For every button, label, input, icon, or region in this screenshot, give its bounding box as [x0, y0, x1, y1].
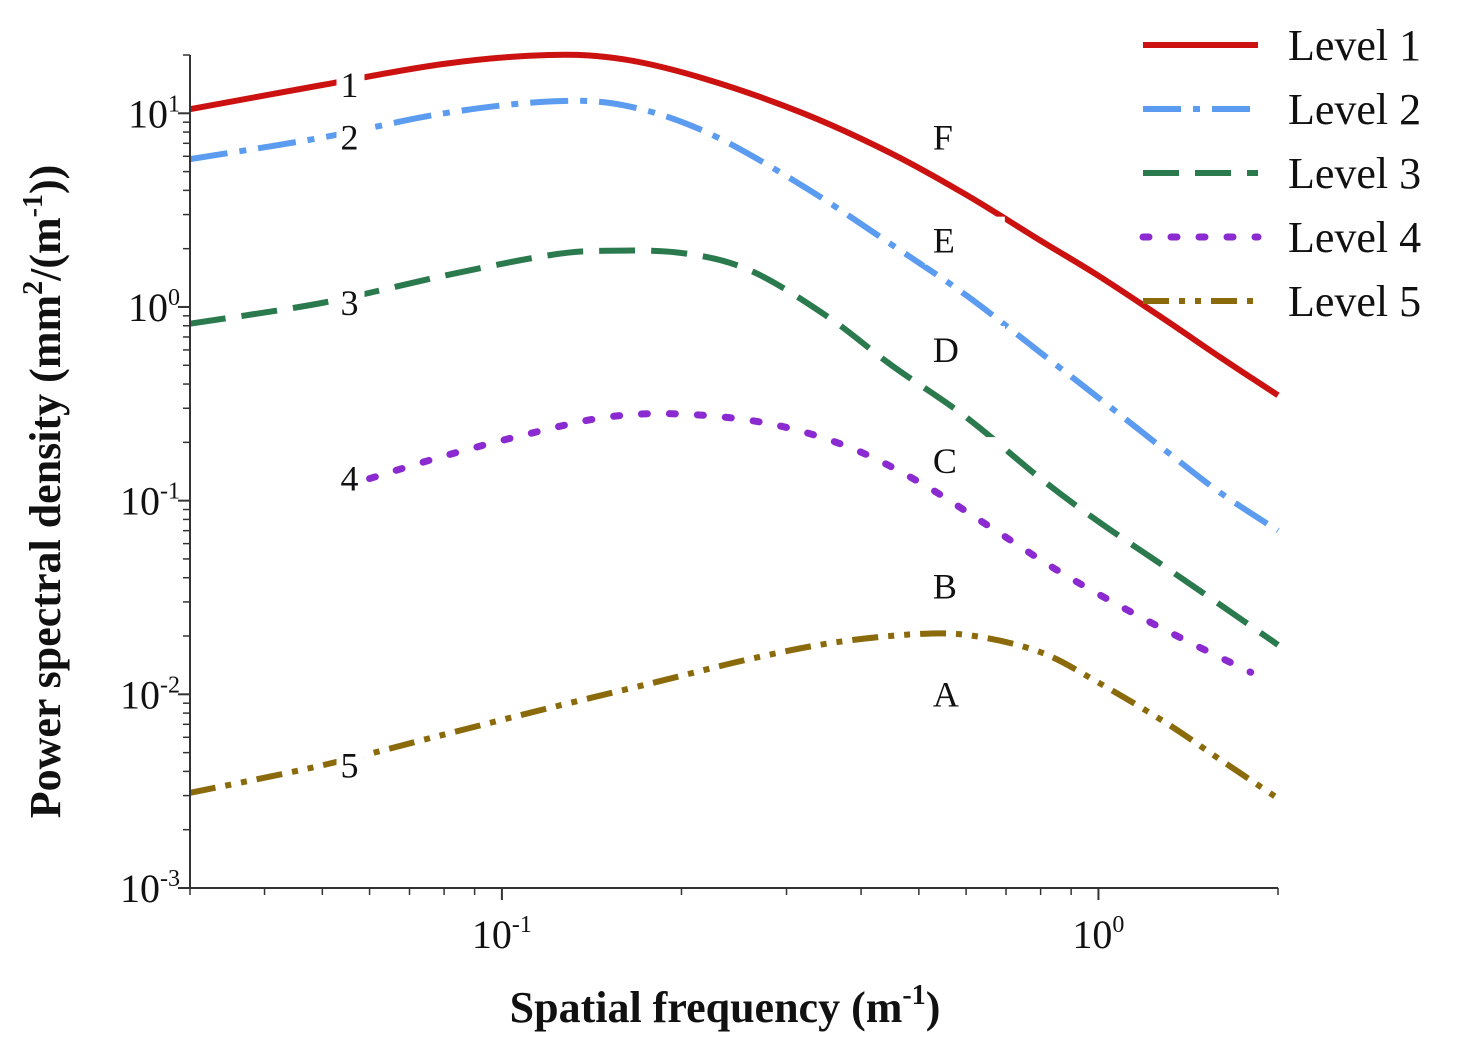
series-line-level-3 — [189, 247, 1280, 648]
axes: 10-3 10-2 10-1 100 101 10-1 100 — [120, 54, 1279, 957]
annotation-bg — [924, 562, 1005, 611]
annotations: F E D C B A — [924, 113, 1005, 719]
series-line-level-4 — [366, 410, 1255, 676]
y-tick-label: 100 — [128, 285, 180, 330]
legend-label-level-1: Level 1 — [1288, 21, 1421, 70]
legend-label-level-2: Level 2 — [1288, 85, 1421, 134]
series-line-level-2 — [189, 97, 1280, 534]
annotation-d: D — [933, 330, 959, 370]
annotation-a: A — [933, 674, 959, 714]
curve-label-level-4: 4 — [340, 459, 358, 499]
legend: Level 1 Level 2 Level 3 Level 4 Level 5 — [1139, 21, 1421, 326]
annotation-bg — [924, 325, 1005, 374]
curve-label-bg — [336, 284, 365, 321]
legend-label-level-5: Level 5 — [1288, 277, 1421, 326]
curve-labels: 1 2 3 4 5 — [336, 65, 365, 785]
curve-label-level-5: 5 — [340, 745, 358, 785]
annotation-bg — [924, 113, 1005, 162]
series-line-level-5 — [189, 630, 1280, 801]
curve-label-level-2: 2 — [340, 117, 358, 157]
annotation-bg — [924, 670, 1005, 719]
series-lines — [189, 51, 1280, 801]
x-axis-title: Spatial frequency (m-1) — [510, 980, 941, 1032]
annotation-bg — [924, 216, 1005, 265]
x-tick-label: 100 — [1072, 912, 1124, 957]
curve-label-bg — [336, 67, 365, 104]
curve-label-bg — [336, 747, 365, 784]
annotation-bg — [924, 437, 1005, 486]
legend-label-level-3: Level 3 — [1288, 149, 1421, 198]
axis-titles: Spatial frequency (m-1) Power spectral de… — [18, 165, 940, 1032]
y-tick-label: 101 — [128, 91, 180, 136]
annotation-c: C — [933, 441, 957, 481]
annotation-b: B — [933, 567, 957, 607]
curve-label-level-3: 3 — [340, 283, 358, 323]
curve-label-level-1: 1 — [340, 65, 358, 105]
curve-label-bg — [336, 460, 365, 497]
legend-label-level-4: Level 4 — [1288, 213, 1421, 262]
series-line-level-1 — [189, 51, 1280, 398]
annotation-f: F — [933, 117, 953, 157]
y-tick-label: 10-2 — [120, 672, 180, 717]
curve-label-bg — [336, 119, 365, 156]
y-tick-label: 10-3 — [120, 866, 180, 911]
x-tick-label: 10-1 — [472, 912, 532, 957]
y-tick-label: 10-1 — [120, 479, 180, 524]
y-axis-title: Power spectral density (mm2/(m-1)) — [18, 165, 70, 819]
annotation-e: E — [933, 221, 955, 261]
